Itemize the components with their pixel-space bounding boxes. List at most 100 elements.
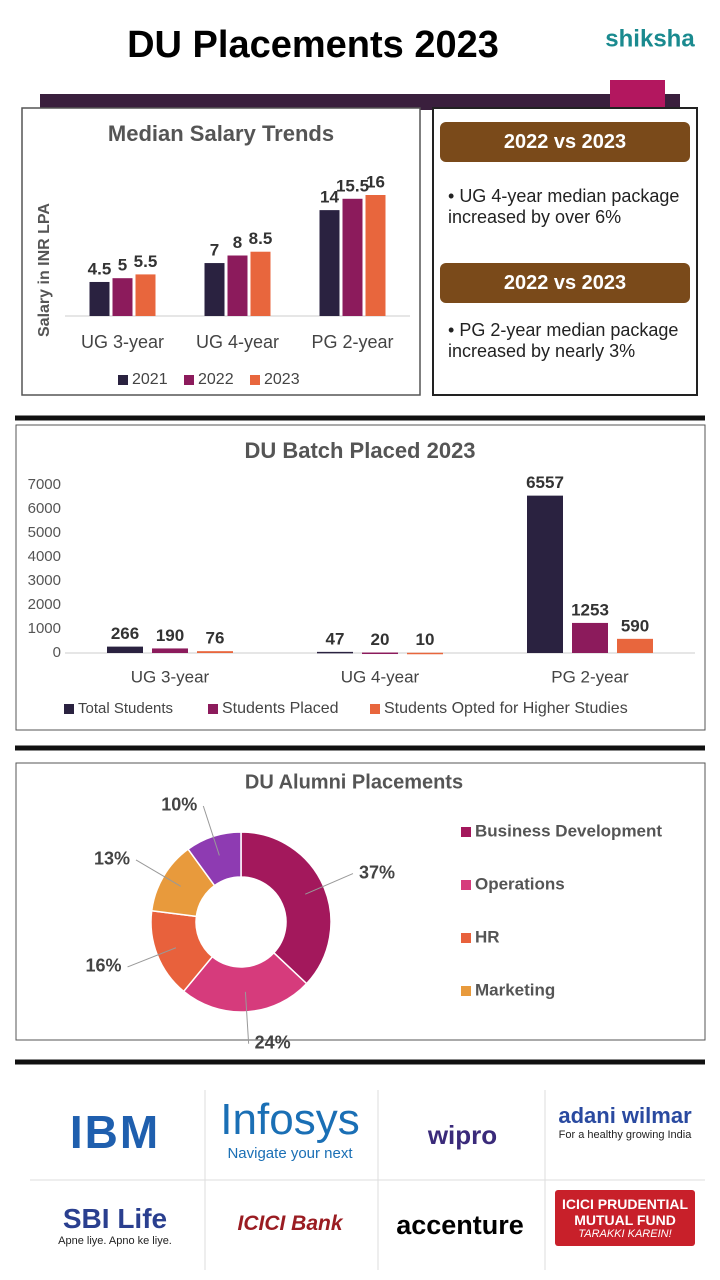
- logo-name: Infosys: [220, 1095, 360, 1144]
- logo: shiksha: [605, 25, 695, 52]
- note-text: • UG 4-year median package increased by …: [448, 186, 680, 227]
- donut-slice: [240, 831, 332, 985]
- legend-swatch: [461, 880, 471, 890]
- donut-slice: [182, 951, 308, 1013]
- x-tick-label: PG 2-year: [311, 332, 393, 352]
- data-label: 10: [416, 630, 435, 649]
- leader-line: [135, 859, 182, 887]
- legend-label: Operations: [475, 874, 565, 893]
- data-label: 8.5: [249, 229, 273, 248]
- legend-swatch: [118, 375, 128, 385]
- leader-line: [244, 991, 250, 1044]
- panel: [15, 424, 706, 731]
- leader-line: [202, 805, 220, 856]
- bar: [317, 651, 353, 654]
- bar: [527, 495, 563, 653]
- legend-swatch: [208, 704, 218, 714]
- logo-accenture: accenture: [396, 1210, 524, 1240]
- bar: [89, 281, 110, 316]
- data-label: 24%: [255, 1033, 291, 1053]
- bar: [319, 210, 340, 316]
- logo-tagline: For a healthy growing India: [558, 1129, 692, 1141]
- legend-label: HR: [475, 927, 500, 946]
- bar: [227, 255, 248, 316]
- data-label: 6557: [526, 473, 564, 492]
- y-tick-label: 3000: [28, 572, 61, 589]
- x-tick-label: UG 3-year: [131, 667, 210, 686]
- donut-slice: [187, 831, 242, 887]
- y-tick-label: 2000: [28, 596, 61, 613]
- data-label: 16: [366, 172, 385, 191]
- data-label: 5.5: [134, 252, 158, 271]
- logo-icici: ICICI Bank: [237, 1212, 343, 1235]
- legend-label: 2023: [264, 371, 300, 388]
- legend-label: Students Opted for Higher Studies: [384, 700, 628, 717]
- bar: [342, 198, 363, 316]
- data-label: 47: [326, 629, 345, 648]
- legend-label: Marketing: [475, 980, 555, 999]
- y-tick-label: 5000: [28, 524, 61, 541]
- leader-line: [127, 947, 177, 968]
- note-text: • PG 2-year median package increased by …: [448, 320, 679, 361]
- logo-tagline: TARAKKI KAREIN!: [578, 1228, 672, 1240]
- chart-title: DU Batch Placed 2023: [244, 438, 475, 463]
- bar: [204, 263, 225, 316]
- leader-line: [305, 873, 354, 895]
- bar: [250, 251, 271, 316]
- logo-infosys: Infosys Navigate your next: [205, 1095, 375, 1162]
- band: [40, 94, 680, 110]
- logo-tagline: Apne liye. Apno ke liye.: [58, 1235, 172, 1247]
- data-label: 10%: [161, 795, 197, 815]
- data-label: 14: [320, 188, 339, 207]
- legend-label: Total Students: [78, 700, 173, 717]
- data-label: 76: [206, 629, 225, 648]
- bar: [365, 195, 386, 316]
- bar: [135, 274, 156, 316]
- legend-swatch: [370, 704, 380, 714]
- legend-swatch: [184, 375, 194, 385]
- data-label: 7: [210, 241, 219, 260]
- y-tick-label: 1000: [28, 620, 61, 637]
- bar: [107, 646, 143, 653]
- data-label: 13%: [94, 849, 130, 869]
- x-tick-label: PG 2-year: [551, 667, 629, 686]
- note-body: PG 2-year median package increased by ne…: [448, 320, 679, 361]
- data-label: 5: [118, 256, 127, 275]
- legend-label: 2022: [198, 371, 234, 388]
- bar: [152, 648, 188, 653]
- legend-swatch: [461, 986, 471, 996]
- logo-icici-pru: ICICI PRUDENTIAL MUTUAL FUND TARAKKI KARE…: [555, 1190, 695, 1246]
- legend-swatch: [461, 827, 471, 837]
- bar: [112, 278, 133, 316]
- note-heading: 2022 vs 2023: [440, 263, 690, 303]
- note-body: UG 4-year median package increased by ov…: [448, 186, 680, 227]
- legend-label: Students Placed: [222, 700, 339, 717]
- bar: [362, 652, 398, 655]
- legend-swatch: [64, 704, 74, 714]
- data-label: 20: [371, 630, 390, 649]
- legend-label: 2021: [132, 371, 168, 388]
- bar: [617, 638, 653, 653]
- x-tick-label: UG 4-year: [196, 332, 279, 352]
- y-tick-label: 0: [53, 644, 61, 661]
- legend-swatch: [250, 375, 260, 385]
- bar: [572, 622, 608, 653]
- logo-name: ICICI PRUDENTIAL MUTUAL FUND: [562, 1196, 688, 1228]
- logo-name: SBI Life: [62, 1203, 168, 1234]
- logo-adani: adani wilmar For a healthy growing India: [550, 1103, 700, 1141]
- bar: [407, 652, 443, 655]
- data-label: 1253: [571, 600, 609, 619]
- logo-ibm: IBM: [69, 1106, 161, 1158]
- data-label: 190: [156, 626, 184, 645]
- chart-title: DU Alumni Placements: [245, 771, 463, 793]
- y-tick-label: 6000: [28, 500, 61, 517]
- legend-label: Business Development: [475, 821, 662, 840]
- logo-wipro: wipro: [427, 1120, 498, 1150]
- panel: [15, 762, 706, 1041]
- data-label: 15.5: [336, 176, 369, 195]
- data-label: 8: [233, 233, 242, 252]
- chart-title: Median Salary Trends: [108, 121, 334, 146]
- data-label: 37%: [359, 862, 395, 882]
